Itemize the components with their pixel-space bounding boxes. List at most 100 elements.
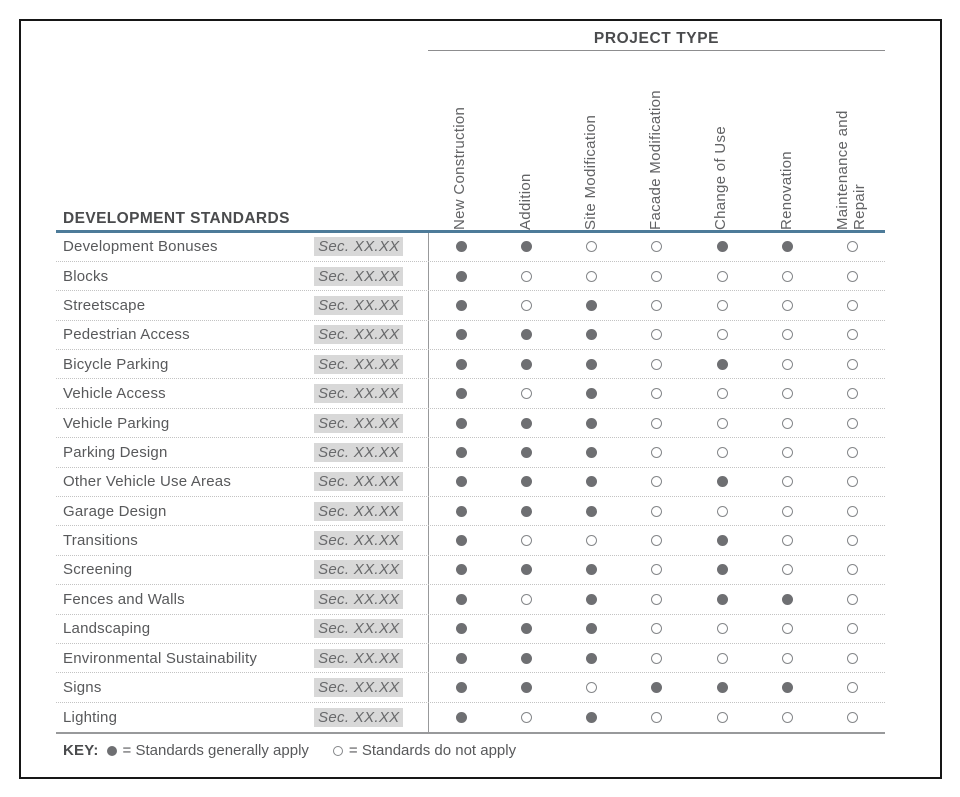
dot-cell: [559, 388, 624, 400]
empty-dot-icon: [781, 388, 793, 400]
dot-cell: [429, 241, 494, 253]
table-row: Other Vehicle Use Areas Sec. XX.XX: [56, 467, 885, 498]
table-row: Parking Design Sec. XX.XX: [56, 438, 885, 468]
empty-dot-icon: [781, 329, 793, 341]
standard-name: Transitions: [63, 532, 139, 550]
dot-cell: [755, 446, 820, 458]
empty-dot-icon: [651, 505, 663, 517]
section-reference-chip: Sec. XX.XX: [314, 501, 404, 521]
filled-dot-icon: [521, 358, 533, 370]
dot-cell: [690, 270, 755, 282]
standard-name: Garage Design: [63, 502, 167, 520]
table-row: Vehicle Parking Sec. XX.XX: [56, 408, 885, 439]
key-legend: KEY: = Standards generally apply = Stand…: [56, 742, 885, 759]
empty-dot-icon: [781, 476, 793, 488]
empty-dot-icon: [846, 241, 858, 253]
dot-cell: [429, 329, 494, 341]
empty-dot-icon: [521, 299, 533, 311]
column-header-label: Facade Modification: [647, 90, 665, 230]
dot-cell: [429, 593, 494, 605]
dot-cell: [624, 535, 689, 547]
empty-dot-icon: [781, 564, 793, 576]
table-row: Transitions Sec. XX.XX: [56, 526, 885, 556]
section-reference-chip: Sec. XX.XX: [314, 678, 404, 698]
dot-cell: [690, 623, 755, 635]
dot-cell: [494, 299, 559, 311]
column-header: New Construction: [428, 70, 493, 230]
dot-cell: [559, 329, 624, 341]
dot-cell: [429, 564, 494, 576]
dot-cell: [624, 388, 689, 400]
dot-cell: [494, 593, 559, 605]
dot-cell: [755, 682, 820, 694]
section-reference: Sec. XX.XX: [284, 295, 404, 315]
section-reference-chip: Sec. XX.XX: [314, 589, 404, 609]
section-reference-chip: Sec. XX.XX: [314, 413, 404, 433]
filled-dot-icon: [586, 593, 598, 605]
dot-cell: [755, 564, 820, 576]
table-row: Pedestrian Access Sec. XX.XX: [56, 320, 885, 351]
dot-cell: [429, 358, 494, 370]
dot-cell: [755, 299, 820, 311]
filled-dot-icon: [586, 417, 598, 429]
dot-cell: [494, 564, 559, 576]
dot-cell: [755, 388, 820, 400]
filled-dot-icon: [521, 623, 533, 635]
filled-dot-icon: [586, 652, 598, 664]
dot-cell: [559, 682, 624, 694]
dot-cell: [494, 270, 559, 282]
table-row: Development Bonuses Sec. XX.XX: [56, 232, 885, 262]
dot-cell: [494, 241, 559, 253]
dot-cell: [494, 446, 559, 458]
dot-cell: [559, 299, 624, 311]
empty-dot-icon: [716, 388, 728, 400]
dot-cell: [624, 623, 689, 635]
dot-cell: [559, 535, 624, 547]
applicability-dots: [428, 643, 885, 673]
empty-dot-icon: [521, 535, 533, 547]
filled-dot-icon: [456, 505, 468, 517]
applicability-dots: [428, 350, 885, 379]
dot-cell: [624, 711, 689, 723]
filled-dot-icon: [456, 388, 468, 400]
filled-dot-icon: [456, 623, 468, 635]
section-reference-chip: Sec. XX.XX: [314, 648, 404, 668]
empty-dot-icon: [846, 299, 858, 311]
filled-dot-icon: [586, 358, 598, 370]
dot-cell: [429, 388, 494, 400]
filled-dot-icon: [456, 358, 468, 370]
table-row: Environmental Sustainability Sec. XX.XX: [56, 643, 885, 674]
column-header: Maintenance and Repair: [820, 70, 885, 230]
empty-dot-icon: [716, 623, 728, 635]
empty-dot-icon: [846, 446, 858, 458]
filled-dot-icon: [456, 593, 468, 605]
standard-name: Other Vehicle Use Areas: [63, 473, 232, 491]
dot-cell: [429, 476, 494, 488]
dot-cell: [690, 476, 755, 488]
standard-name: Development Bonuses: [63, 238, 218, 256]
dot-cell: [820, 388, 885, 400]
dot-cell: [755, 270, 820, 282]
filled-dot-icon: [456, 329, 468, 341]
table-bottom-border: [56, 732, 885, 735]
development-standards-header: DEVELOPMENT STANDARDS: [63, 210, 290, 227]
empty-dot-icon: [651, 329, 663, 341]
section-reference-chip: Sec. XX.XX: [314, 560, 404, 580]
section-reference: Sec. XX.XX: [284, 707, 404, 727]
section-reference-chip: Sec. XX.XX: [314, 442, 404, 462]
empty-dot-icon: [781, 652, 793, 664]
dot-cell: [820, 711, 885, 723]
empty-dot-icon: [716, 446, 728, 458]
filled-dot-icon: [521, 476, 533, 488]
applicability-dots: [428, 555, 885, 585]
filled-dot-icon: [456, 711, 468, 723]
dot-cell: [820, 241, 885, 253]
column-header: Renovation: [754, 70, 819, 230]
empty-dot-icon: [651, 446, 663, 458]
section-reference: Sec. XX.XX: [284, 560, 404, 580]
dot-cell: [559, 564, 624, 576]
empty-dot-icon: [332, 745, 343, 756]
section-reference-chip: Sec. XX.XX: [314, 472, 404, 492]
empty-dot-icon: [846, 329, 858, 341]
filled-dot-icon: [716, 476, 728, 488]
